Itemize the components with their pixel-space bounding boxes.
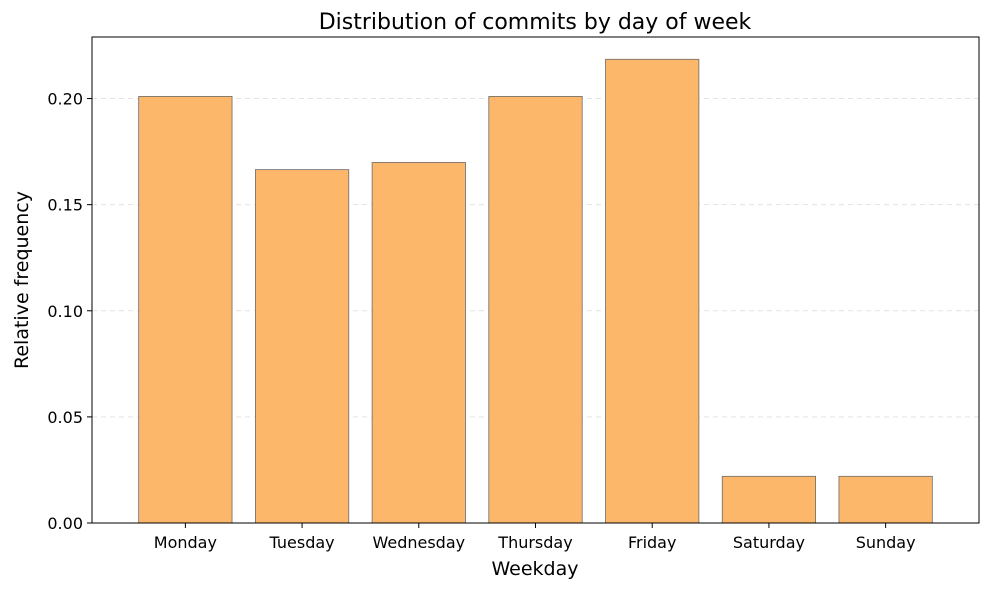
y-tick-label: 0.20	[47, 90, 83, 109]
x-tick-label-tuesday: Tuesday	[269, 533, 335, 552]
x-axis-label: Weekday	[491, 558, 578, 580]
y-tick-label: 0.15	[47, 196, 83, 215]
bar-sunday	[838, 475, 933, 524]
x-tick-label-friday: Friday	[628, 533, 677, 552]
chart-title: Distribution of commits by day of week	[319, 10, 752, 35]
bar-saturday	[721, 475, 817, 524]
x-tick-label-wednesday: Wednesday	[372, 533, 465, 552]
x-tick-label-sunday: Sunday	[856, 533, 916, 552]
y-axis-label: Relative frequency	[11, 191, 33, 369]
x-tick-label-monday: Monday	[154, 533, 217, 552]
bar-tuesday	[254, 169, 350, 524]
bar-thursday	[488, 96, 583, 524]
y-tick-label: 0.00	[47, 514, 83, 533]
y-tick-label: 0.10	[47, 302, 83, 321]
bar-monday	[138, 96, 233, 524]
bar-friday	[605, 58, 700, 524]
x-tick-label-saturday: Saturday	[733, 533, 805, 552]
y-tick-label: 0.05	[47, 408, 83, 427]
x-tick-label-thursday: Thursday	[497, 533, 572, 552]
x-ticks: Monday Tuesday Wednesday Thursday Friday Satu…	[154, 523, 916, 552]
bars	[138, 58, 933, 524]
y-ticks: 0.00 0.05 0.10 0.15 0.20	[47, 90, 92, 533]
bar-wednesday	[371, 162, 466, 524]
